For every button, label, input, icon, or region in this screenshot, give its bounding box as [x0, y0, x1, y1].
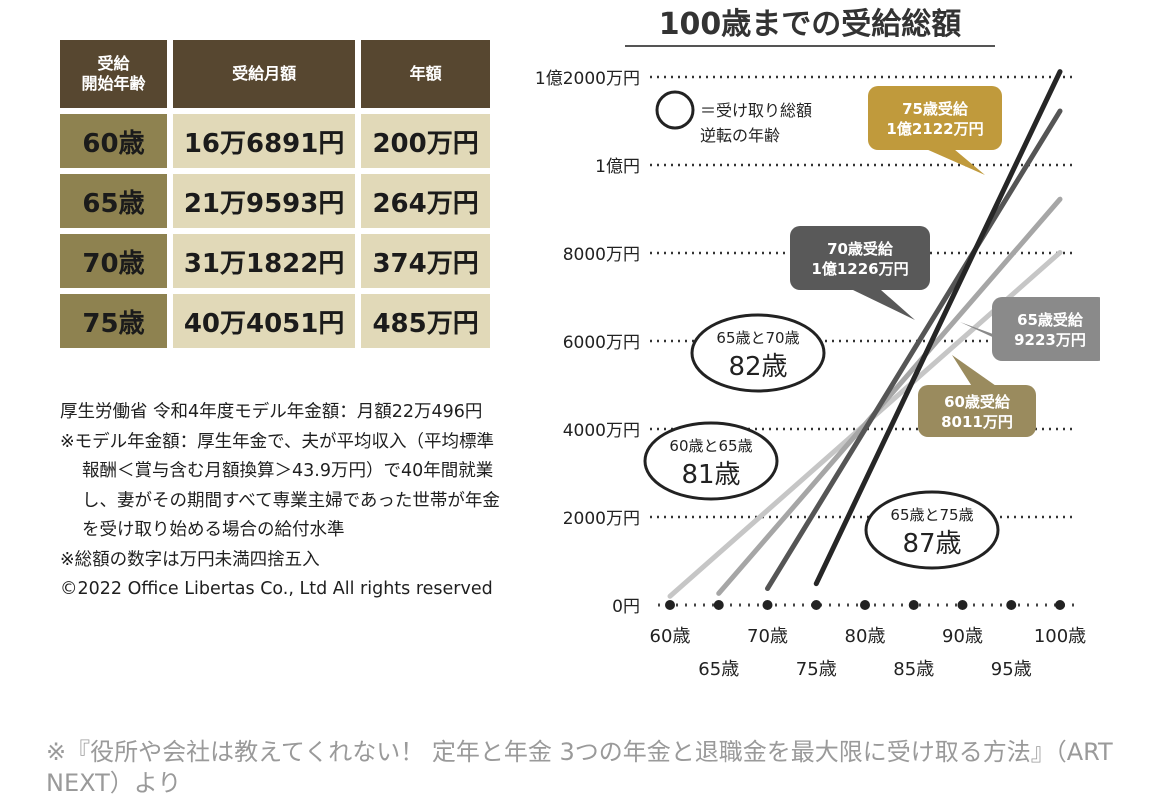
x-tick-dot — [665, 600, 675, 610]
row-monthly: 16万6891円 — [172, 114, 356, 168]
notes: 厚生労働省 令和4年度モデル年金額：月額22万496円 ※モデル年金額：厚生年金… — [60, 398, 500, 605]
y-tick-label: 2000万円 — [563, 509, 640, 529]
table-row: 65歳 21万9593円 264万円 — [60, 174, 490, 228]
row-annual: 485万円 — [361, 294, 490, 348]
y-tick-label: 0円 — [612, 597, 640, 617]
callout-label: 75歳受給 — [902, 100, 969, 118]
table-row: 70歳 31万1822円 374万円 — [60, 234, 490, 288]
crossover-oval — [643, 421, 779, 501]
callout-bubble — [790, 226, 930, 290]
note-source: 厚生労働省 令和4年度モデル年金額：月額22万496円 — [60, 402, 483, 422]
y-tick-label: 1億円 — [595, 157, 640, 177]
legend-note: 逆転の年齢 — [700, 126, 780, 145]
callout-bubble — [918, 385, 1036, 437]
crossover-age: 81歳 — [681, 460, 740, 490]
callout-label: 65歳受給 — [1017, 311, 1084, 329]
header-monthly: 受給月額 — [172, 40, 356, 108]
note-model: ※モデル年金額：厚生年金で、夫が平均収入（平均標準報酬＜賞与含む月額換算＞43.… — [60, 431, 500, 541]
crossover-oval — [690, 313, 826, 393]
x-tick-label: 80歳 — [845, 626, 886, 647]
callout-tail — [952, 355, 995, 385]
crossover-age: 87歳 — [902, 529, 961, 559]
table-header-row: 受給 開始年齢 受給月額 年額 — [60, 40, 490, 108]
table-row: 75歳 40万4051円 485万円 — [60, 294, 490, 348]
row-annual: 200万円 — [361, 114, 490, 168]
crossover-pair: 65歳と70歳 — [716, 329, 799, 347]
x-tick-dot — [811, 600, 822, 610]
y-tick-label: 8000万円 — [563, 245, 640, 265]
x-tick-dot — [908, 600, 919, 610]
x-tick-dot — [957, 600, 968, 610]
x-tick-label: 100歳 — [1034, 626, 1086, 647]
row-annual: 374万円 — [361, 234, 490, 288]
x-tick-label: 60歳 — [650, 626, 691, 647]
row-age: 70歳 — [60, 234, 167, 288]
row-monthly: 31万1822円 — [172, 234, 356, 288]
crossover-pair: 60歳と65歳 — [669, 437, 752, 455]
series-line — [813, 69, 1063, 587]
source-citation: ※『役所や会社は教えてくれない！ 定年と年金 3つの年金と退職金を最大限に受け取… — [46, 738, 1113, 797]
header-start-age: 受給 開始年齢 — [60, 40, 167, 108]
series-line — [716, 196, 1063, 596]
callout-tail — [928, 150, 985, 175]
x-tick-dot — [713, 600, 724, 610]
y-tick-label: 1億2000万円 — [535, 69, 640, 89]
crossover-pair: 65歳と75歳 — [890, 506, 973, 524]
x-tick-label: 75歳 — [796, 659, 837, 680]
legend-circle-icon — [655, 90, 695, 130]
callout-tail — [853, 290, 915, 320]
row-monthly: 40万4051円 — [172, 294, 356, 348]
x-tick-label: 90歳 — [942, 626, 983, 647]
header-annual: 年額 — [361, 40, 490, 108]
callout-label: 1億2122万円 — [886, 120, 983, 138]
x-tick-label: 95歳 — [991, 659, 1032, 680]
x-tick-label: 65歳 — [698, 659, 739, 680]
x-tick-dot — [1006, 600, 1017, 610]
callout-label: 8011万円 — [941, 413, 1013, 431]
callout-label: 1億1226万円 — [811, 260, 908, 278]
chart-title: 100歳までの受給総額 — [659, 7, 962, 42]
x-tick-dot — [860, 600, 870, 610]
callout-label: 70歳受給 — [827, 240, 894, 258]
row-age: 75歳 — [60, 294, 167, 348]
x-tick-dot — [762, 600, 773, 610]
callout-label: 9223万円 — [1014, 331, 1086, 349]
callout-label: 60歳受給 — [944, 393, 1011, 411]
table-row: 60歳 16万6891円 200万円 — [60, 114, 490, 168]
row-monthly: 21万9593円 — [172, 174, 356, 228]
x-tick-label: 85歳 — [893, 659, 934, 680]
row-age: 65歳 — [60, 174, 167, 228]
row-age: 60歳 — [60, 114, 167, 168]
note-copyright: ©2022 Office Libertas Co., Ltd All right… — [60, 579, 493, 599]
callout-bubble — [992, 297, 1100, 361]
total-benefit-chart: 100歳までの受給総額 0円 2000万円 4000万円 6000万円 8000万円 1億円… — [535, 7, 1100, 680]
pension-table: 受給 開始年齢 受給月額 年額 60歳 16万6891円 200万円 65歳 21… — [60, 40, 490, 354]
callout-bubble — [868, 86, 1002, 150]
x-tick-label: 70歳 — [747, 626, 788, 647]
crossover-age: 82歳 — [728, 352, 787, 382]
note-rounding: ※総額の数字は万円未満四捨五入 — [60, 549, 320, 570]
x-tick-dot — [1055, 600, 1065, 610]
series-line — [765, 108, 1063, 592]
row-annual: 264万円 — [361, 174, 490, 228]
crossover-oval — [864, 490, 1000, 570]
legend-note: ＝受け取り総額 — [700, 101, 812, 120]
y-tick-label: 4000万円 — [563, 421, 640, 441]
y-tick-label: 6000万円 — [563, 333, 640, 353]
